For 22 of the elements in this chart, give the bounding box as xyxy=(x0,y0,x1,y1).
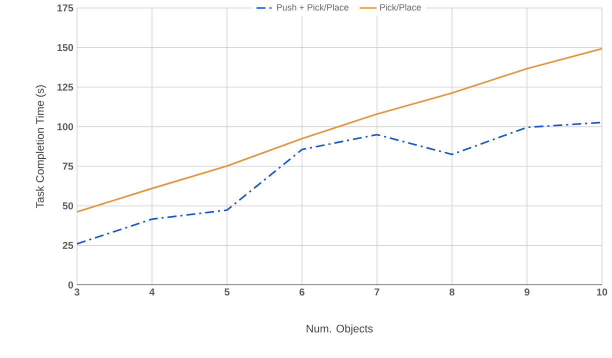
legend-label: Pick/Place xyxy=(380,4,421,11)
x-tick-label: 4 xyxy=(149,288,155,296)
x-tick-label: 8 xyxy=(450,288,454,296)
legend-label: Push + Pick/Place xyxy=(277,4,348,11)
x-axis-title: Num. Objects xyxy=(306,324,373,335)
y-tick-label: 100 xyxy=(57,123,74,130)
y-tick-label: 25 xyxy=(62,242,74,249)
x-tick-label: 6 xyxy=(300,288,304,296)
y-axis-title: Task Completion Time (s) xyxy=(36,85,46,208)
y-tick-label: 175 xyxy=(57,4,74,12)
y-tick-label: 50 xyxy=(62,202,74,210)
y-tick-label: 0 xyxy=(68,281,74,289)
x-tick-label: 3 xyxy=(74,288,80,296)
y-tick-label: 125 xyxy=(57,84,74,91)
line-series xyxy=(77,48,602,213)
y-tick-label: 150 xyxy=(57,44,74,52)
y-tick-label: 75 xyxy=(62,162,74,170)
x-tick-label: 5 xyxy=(224,288,230,296)
x-tick-label: 10 xyxy=(597,288,608,296)
x-tick-label: 7 xyxy=(374,288,380,296)
x-tick-label: 9 xyxy=(524,288,530,296)
line-series xyxy=(77,122,602,245)
